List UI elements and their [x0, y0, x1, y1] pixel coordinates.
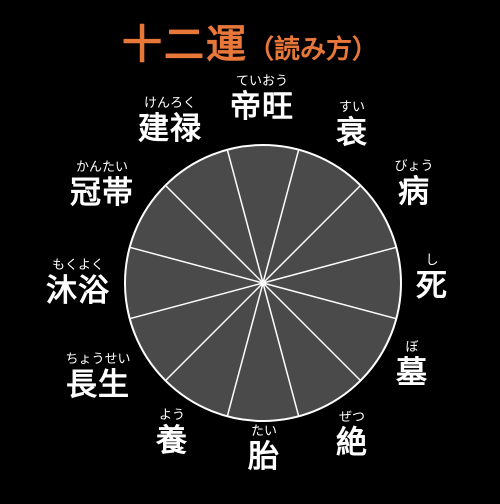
stage-label: すい 衰: [336, 100, 368, 150]
stage-name: 病: [397, 174, 430, 210]
stage-label: ぼ 墓: [396, 340, 428, 390]
stage-label: かんたい 冠帯: [70, 160, 134, 210]
stage-name: 沐浴: [46, 273, 110, 309]
stage-name: 帝旺: [230, 89, 294, 125]
wheel-spoke: [262, 149, 300, 284]
stage-name: 墓: [396, 355, 428, 391]
wheel-spoke: [164, 184, 264, 284]
stage-reading: びょう: [394, 159, 434, 174]
wheel-spoke: [226, 149, 264, 284]
diagram-title: 十二運（読み方）: [0, 12, 500, 70]
stage-reading: かんたい: [75, 160, 128, 175]
stage-label: ちょうせい 長生: [65, 352, 130, 402]
stage-reading: もくよく: [51, 258, 104, 273]
wheel-spoke: [262, 246, 397, 284]
wheel-spoke: [129, 246, 264, 284]
stage-label: よう 養: [156, 408, 188, 458]
stage-label: もくよく 沐浴: [46, 258, 110, 308]
stage-name: 絶: [336, 425, 368, 461]
stage-label: びょう 病: [394, 159, 433, 209]
stage-label: ていおう 帝旺: [230, 74, 294, 124]
stage-reading: けんろく: [143, 96, 196, 111]
wheel-spoke: [262, 282, 300, 417]
stage-name: 養: [156, 423, 188, 459]
wheel-spoke: [164, 282, 264, 382]
stage-label: し 死: [416, 253, 448, 303]
stage-name: 建禄: [138, 111, 202, 147]
wheel-spoke: [129, 282, 264, 320]
wheel-spokes: [129, 149, 397, 417]
stage-reading: ていおう: [235, 74, 288, 89]
stage-name: 長生: [65, 367, 130, 403]
title-sub: （読み方）: [247, 35, 378, 65]
stage-reading: すい: [338, 100, 365, 115]
stage-name: 冠帯: [70, 175, 134, 211]
wheel-spoke: [226, 282, 264, 417]
stage-label: ぜつ 絶: [336, 410, 368, 460]
stage-reading: たい: [250, 424, 277, 439]
stage-name: 衰: [336, 115, 368, 151]
wheel-spoke: [262, 184, 362, 284]
stage-reading: ぜつ: [338, 410, 365, 425]
stage-name: 胎: [248, 439, 280, 475]
wheel-spoke: [262, 282, 397, 320]
stage-reading: ちょうせい: [65, 352, 131, 367]
stage-label: けんろく 建禄: [138, 96, 202, 146]
wheel-spoke: [262, 282, 362, 382]
stage-reading: ぼ: [405, 340, 419, 355]
stage-reading: よう: [158, 408, 185, 423]
stage-label: たい 胎: [248, 424, 280, 474]
stage-reading: し: [425, 253, 439, 268]
stage-name: 死: [416, 268, 448, 304]
title-main: 十二運: [121, 22, 248, 68]
